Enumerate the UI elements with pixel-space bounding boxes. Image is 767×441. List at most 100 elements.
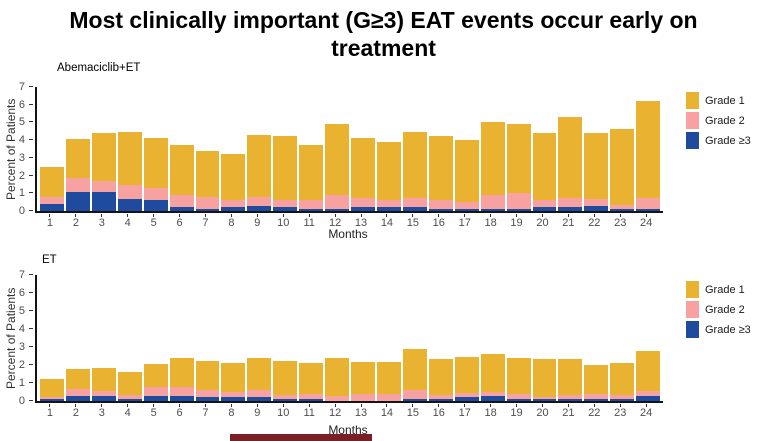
segment-grade-3 xyxy=(247,206,272,211)
bar-month-13 xyxy=(351,87,375,211)
x-tick-mark xyxy=(464,404,466,407)
x-tick-mark xyxy=(645,404,647,407)
segment-grade-1 xyxy=(351,362,375,394)
legend-item-grade-3: Grade ≥3 xyxy=(686,132,751,149)
segment-grade-3 xyxy=(636,209,661,211)
x-tick: 5 xyxy=(142,214,166,229)
segment-grade-1 xyxy=(325,124,350,195)
x-tick-mark xyxy=(256,404,258,407)
segment-grade-2 xyxy=(117,395,142,399)
y-tick-mark xyxy=(29,139,33,141)
segment-grade-1 xyxy=(584,133,609,199)
bar-month-23 xyxy=(610,275,635,401)
x-tick-label: 6 xyxy=(176,407,183,419)
x-tick-label: 7 xyxy=(202,217,209,229)
x-tick-label: 2 xyxy=(72,407,79,419)
x-tick: 9 xyxy=(245,404,269,419)
x-tick-label: 23 xyxy=(614,217,627,229)
legend-swatch xyxy=(686,281,699,298)
x-tick-mark xyxy=(567,214,569,217)
x-tick-label: 18 xyxy=(484,407,497,419)
x-tick-label: 22 xyxy=(588,217,601,229)
segment-grade-3 xyxy=(221,397,246,401)
x-tick: 19 xyxy=(505,214,529,229)
bar-month-4 xyxy=(117,275,142,401)
segment-grade-2 xyxy=(40,197,64,204)
x-tick-mark xyxy=(464,214,466,217)
panel-label: Abemaciclib+ET xyxy=(57,62,141,74)
x-tick-label: 24 xyxy=(640,407,653,419)
segment-grade-2 xyxy=(584,199,609,206)
bar-month-5 xyxy=(143,87,168,211)
x-tick: 2 xyxy=(64,214,88,229)
segment-grade-2 xyxy=(247,197,272,206)
x-tick: 15 xyxy=(401,404,425,419)
segment-grade-2 xyxy=(506,394,531,399)
x-tick: 17 xyxy=(453,404,477,419)
segment-grade-1 xyxy=(506,124,531,193)
x-tick: 9 xyxy=(245,214,269,229)
segment-grade-3 xyxy=(143,200,168,211)
x-axis-title: Months xyxy=(328,227,368,241)
legend-label: Grade 2 xyxy=(705,303,745,316)
segment-grade-3 xyxy=(169,207,194,211)
x-tick: 4 xyxy=(116,214,140,229)
y-tick-mark xyxy=(29,382,33,383)
x-tick-mark xyxy=(49,404,51,407)
segment-grade-1 xyxy=(532,133,557,200)
x-tick-label: 10 xyxy=(277,407,290,419)
bar-month-20 xyxy=(532,87,557,211)
x-tick-label: 14 xyxy=(380,217,394,229)
x-tick: 7 xyxy=(194,404,218,419)
x-tick-mark xyxy=(75,404,77,407)
segment-grade-1 xyxy=(65,369,90,389)
segment-grade-1 xyxy=(169,145,194,195)
segment-grade-3 xyxy=(584,206,609,211)
x-tick-label: 1 xyxy=(46,217,54,229)
bar-month-1 xyxy=(40,275,64,401)
segment-grade-2 xyxy=(273,200,298,207)
segment-grade-3 xyxy=(558,399,583,401)
x-tick-label: 6 xyxy=(176,217,183,229)
segment-grade-1 xyxy=(169,358,194,387)
y-tick-label: 0 xyxy=(18,205,25,217)
bar-month-22 xyxy=(584,275,609,401)
segment-grade-3 xyxy=(506,399,531,401)
segment-grade-2 xyxy=(532,200,557,207)
x-tick-label: 18 xyxy=(484,217,497,229)
segment-grade-2 xyxy=(636,391,661,396)
segment-grade-2 xyxy=(221,200,246,207)
bar-month-9 xyxy=(247,275,272,401)
segment-grade-3 xyxy=(247,397,272,401)
x-tick: 13 xyxy=(349,214,373,229)
x-tick: 7 xyxy=(194,214,218,229)
bar-month-24 xyxy=(636,87,661,211)
x-tick-label: 7 xyxy=(202,407,209,419)
segment-grade-3 xyxy=(351,207,375,211)
y-tick-label: 3 xyxy=(18,151,25,164)
segment-grade-2 xyxy=(584,394,609,399)
x-tick-mark xyxy=(204,404,206,407)
x-tick-label: 10 xyxy=(277,217,290,229)
figure-title: Most clinically important (G≥3) EAT even… xyxy=(69,7,698,61)
x-tick: 8 xyxy=(219,404,243,419)
x-tick-mark xyxy=(204,214,206,217)
x-tick: 21 xyxy=(556,214,580,229)
x-tick-mark xyxy=(308,404,310,407)
segment-grade-1 xyxy=(454,140,479,202)
segment-grade-2 xyxy=(351,198,375,207)
x-tick: 17 xyxy=(453,214,477,229)
x-tick-mark xyxy=(360,214,362,217)
segment-grade-3 xyxy=(299,209,324,211)
segment-grade-2 xyxy=(402,198,427,207)
segment-grade-1 xyxy=(506,358,531,394)
x-tick-mark xyxy=(567,404,569,407)
segment-grade-2 xyxy=(40,397,64,399)
legend-item-grade-2: Grade 2 xyxy=(686,301,751,318)
x-tick-mark xyxy=(334,214,336,217)
segment-grade-1 xyxy=(117,372,142,395)
segment-grade-1 xyxy=(299,145,324,200)
x-tick-label: 23 xyxy=(614,407,627,419)
legend-swatch xyxy=(686,132,699,149)
x-tick-label: 15 xyxy=(406,217,419,229)
